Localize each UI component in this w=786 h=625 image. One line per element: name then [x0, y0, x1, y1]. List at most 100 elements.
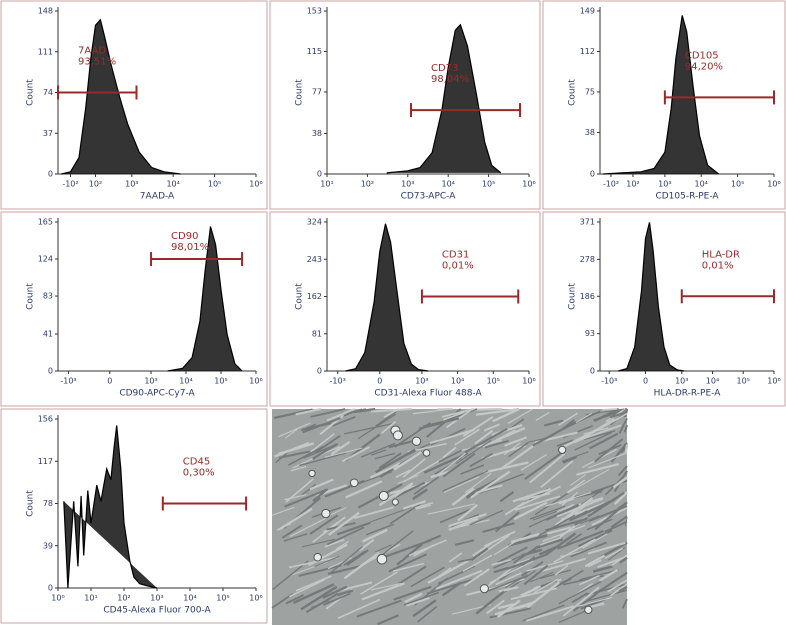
y-tick-label: 148	[38, 7, 53, 16]
y-tick-label: 243	[307, 255, 322, 264]
cell	[357, 413, 396, 440]
y-tick-label: 0	[48, 584, 53, 593]
cell	[279, 450, 310, 459]
y-tick-label: 39	[43, 541, 53, 550]
gate-label: CD73	[431, 63, 458, 74]
cell	[284, 494, 307, 501]
cell	[498, 586, 519, 593]
cell	[556, 439, 574, 447]
x-tick-label: 10³	[675, 377, 688, 386]
cell	[499, 491, 515, 503]
cell	[580, 488, 604, 506]
x-tick-label: 10³	[401, 180, 414, 189]
cell	[281, 524, 303, 539]
cell	[412, 599, 437, 618]
gate-label: 7AAD	[78, 46, 106, 57]
cell	[309, 514, 339, 535]
cell	[381, 420, 397, 434]
x-tick-label: -10³	[601, 377, 617, 386]
cell	[388, 553, 427, 573]
y-tick-label: 38	[585, 128, 595, 137]
y-tick-label: 324	[307, 218, 322, 227]
y-tick-label: 124	[38, 255, 53, 264]
cell	[535, 538, 564, 550]
cell	[327, 565, 361, 575]
y-tick-label: 153	[307, 7, 322, 16]
y-tick-label: 77	[312, 87, 322, 96]
cell	[493, 566, 509, 574]
y-axis-title: Count	[568, 283, 578, 310]
cell	[393, 483, 413, 498]
cell	[375, 448, 416, 474]
cell	[438, 567, 452, 578]
x-axis-title: CD73-APC-A	[401, 192, 457, 202]
cell	[523, 564, 549, 586]
cell	[393, 585, 432, 601]
cell	[360, 571, 399, 595]
cell	[466, 582, 513, 596]
cell	[537, 557, 587, 574]
cell	[435, 569, 483, 590]
panel-border	[269, 211, 541, 407]
cell	[522, 604, 565, 622]
x-tick-label: 10⁵	[216, 594, 229, 603]
cell	[377, 614, 399, 625]
y-tick-label: 81	[312, 329, 322, 338]
cell	[543, 419, 564, 427]
cell	[577, 596, 613, 607]
cell	[573, 502, 590, 515]
cell	[396, 543, 423, 566]
cell	[475, 407, 520, 416]
cell	[413, 544, 434, 557]
x-tick-label: 10³	[150, 594, 163, 603]
cell	[454, 539, 475, 546]
cell	[495, 511, 520, 533]
cell	[457, 504, 478, 522]
cell	[322, 592, 351, 606]
cell	[592, 565, 613, 573]
panel-border	[542, 0, 786, 210]
x-tick-label: 10³	[125, 180, 138, 189]
cell	[448, 513, 487, 528]
y-tick-label: 186	[580, 292, 595, 301]
cell	[283, 533, 308, 542]
cell	[469, 509, 504, 526]
cell	[327, 511, 360, 536]
cell	[554, 496, 594, 527]
cell	[585, 408, 625, 416]
cell	[612, 476, 628, 489]
cell	[365, 523, 395, 536]
x-axis-title: HLA-DR-R-PE-A	[654, 389, 722, 399]
cell	[412, 488, 428, 500]
cell	[371, 582, 402, 591]
cell	[326, 506, 347, 517]
gate-percent: 94,20%	[685, 61, 723, 72]
cell	[322, 585, 348, 599]
cell	[285, 594, 304, 605]
cell	[520, 586, 539, 597]
round-cell	[308, 469, 316, 478]
x-axis-title: CD105-R-PE-A	[655, 192, 719, 202]
cell	[374, 452, 396, 460]
cell	[310, 433, 335, 453]
x-tick-label: 10⁶	[249, 180, 262, 189]
cell	[430, 470, 451, 479]
cell	[621, 598, 628, 609]
y-axis-title: Count	[26, 79, 36, 106]
cell	[512, 487, 551, 503]
gate-percent: 0,01%	[702, 260, 734, 271]
y-tick-label: 78	[43, 499, 53, 508]
cell	[389, 481, 432, 495]
cell	[385, 539, 432, 558]
x-tick-label: 10⁶	[522, 180, 535, 189]
cell	[572, 592, 598, 612]
y-tick-label: 0	[317, 170, 322, 179]
cell	[299, 452, 346, 467]
cell	[570, 473, 587, 486]
x-tick-label: 10⁵	[737, 377, 750, 386]
cell	[274, 408, 313, 420]
x-tick-label: 0	[107, 377, 112, 386]
cell	[301, 538, 335, 548]
cell	[507, 408, 533, 424]
cell	[506, 553, 548, 570]
